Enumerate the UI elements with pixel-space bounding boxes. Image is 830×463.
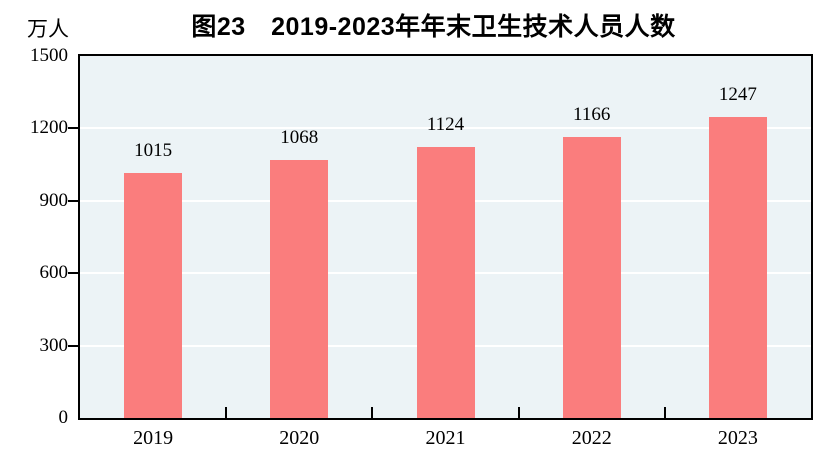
bar-value-label: 1166 bbox=[573, 103, 611, 125]
plot-area: 1015 1068 1124 1166 1247 bbox=[78, 54, 813, 420]
bar-2021 bbox=[416, 146, 475, 418]
x-axis-tick bbox=[663, 407, 666, 418]
x-axis-label-2021: 2021 bbox=[425, 427, 466, 449]
bar-2023 bbox=[708, 117, 767, 418]
y-axis-label-300: 300 bbox=[39, 334, 69, 356]
y-axis-tick bbox=[68, 344, 78, 347]
bar-2019 bbox=[124, 173, 183, 418]
y-axis-label-600: 600 bbox=[39, 262, 69, 284]
gridline-1200 bbox=[80, 127, 811, 130]
x-axis-tick bbox=[225, 407, 228, 418]
x-axis-tick bbox=[371, 407, 374, 418]
bar-value-label: 1247 bbox=[718, 84, 757, 106]
y-axis-label-0: 0 bbox=[58, 407, 69, 428]
y-axis-label-1500: 1500 bbox=[30, 45, 68, 66]
y-axis-unit-label: 万人 bbox=[27, 17, 69, 41]
y-axis-tick bbox=[68, 199, 78, 202]
y-axis-tick bbox=[68, 127, 78, 130]
x-axis-tick bbox=[517, 407, 520, 418]
bar-value-label: 1068 bbox=[280, 127, 319, 149]
y-axis-label-900: 900 bbox=[39, 189, 69, 211]
x-axis-label-2022: 2022 bbox=[571, 427, 612, 449]
bar-value-label: 1015 bbox=[134, 140, 173, 162]
y-axis-label-1200: 1200 bbox=[30, 117, 68, 139]
bar-value-label: 1124 bbox=[426, 113, 465, 135]
bar-2020 bbox=[270, 160, 329, 418]
x-axis-label-2020: 2020 bbox=[279, 427, 320, 449]
y-axis-tick bbox=[68, 272, 78, 275]
x-axis-label-2019: 2019 bbox=[133, 427, 174, 449]
bar-2022 bbox=[562, 136, 621, 418]
x-axis-label-2023: 2023 bbox=[717, 427, 758, 449]
chart-title: 图23 2019-2023年年末卫生技术人员人数 bbox=[191, 13, 676, 41]
